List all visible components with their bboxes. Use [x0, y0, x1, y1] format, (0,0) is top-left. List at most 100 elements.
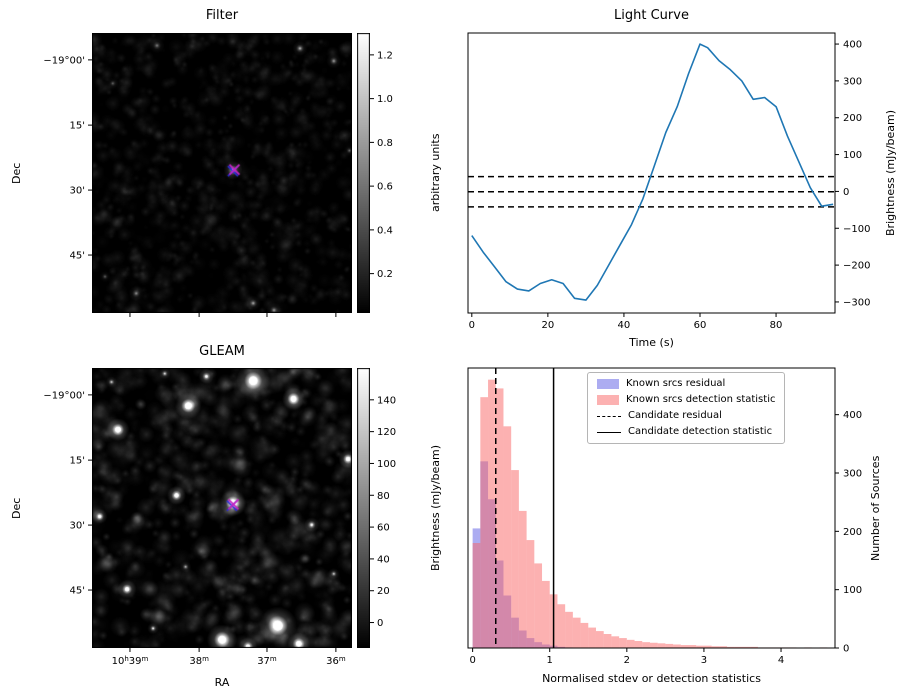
lightcurve-ytick-label: 200 — [843, 113, 862, 124]
filter-colorbar-tick-label: 1.2 — [377, 50, 393, 61]
legend-label-candidate-detstat: Candidate detection statistic — [628, 426, 773, 437]
lightcurve-ytick-label: 400 — [843, 40, 862, 51]
histogram-bar — [495, 388, 504, 648]
lightcurve-ytick-label: 100 — [843, 150, 862, 161]
histogram-bar — [703, 645, 712, 648]
gleam-xtick-label: 10h39m — [112, 655, 149, 667]
histogram-bar — [511, 617, 519, 648]
histogram-bar — [765, 647, 774, 648]
histogram-bar — [696, 645, 704, 648]
legend-swatch-known-residual — [597, 379, 619, 389]
histogram-bar — [711, 646, 720, 648]
histogram-bar — [603, 634, 612, 648]
histogram-bar — [542, 644, 550, 648]
lightcurve-frame — [467, 32, 836, 314]
gleam-ytick-label: −19°00' — [43, 390, 85, 401]
histogram-bar — [750, 646, 758, 648]
gleam-colorbar-tick-label: 60 — [377, 523, 390, 534]
histogram-bar — [673, 644, 681, 648]
filter-colorbar-tick-label: 0.6 — [377, 182, 393, 193]
histogram-bar — [549, 594, 558, 648]
histogram-ytick-label: 300 — [843, 469, 862, 480]
lightcurve-xtick-label: 40 — [618, 320, 631, 331]
histogram-bar — [557, 646, 566, 648]
histogram-bar — [642, 642, 650, 648]
histogram-bar — [665, 643, 674, 648]
lightcurve-xtick-label: 0 — [469, 320, 475, 331]
histogram-bar — [611, 636, 620, 648]
gleam-colorbar-tick-label: 80 — [377, 491, 390, 502]
filter-ytick-label: 30' — [70, 186, 85, 197]
legend-swatch-candidate-detstat — [597, 431, 621, 433]
histogram-xtick-label: 2 — [624, 655, 630, 666]
gleam-sky-image — [92, 368, 352, 648]
histogram-bar — [526, 540, 535, 648]
legend-item-candidate-detstat: Candidate detection statistic — [597, 426, 775, 438]
lightcurve-xlabel: Time (s) — [629, 336, 674, 349]
gleam-xtick-label: 38m — [189, 655, 209, 667]
histogram-bar — [734, 646, 743, 648]
gleam-ytick-label: 15' — [70, 456, 85, 467]
histogram-bar — [472, 543, 481, 648]
filter-ytick-label: −19°00' — [43, 55, 85, 66]
lightcurve-ylabel: Brightness (mJy/beam) — [884, 109, 897, 237]
gleam-colorbar-tick-label: 40 — [377, 554, 390, 565]
gleam-colorbar-label: Brightness (mJy/beam) — [429, 444, 442, 572]
histogram-bar — [488, 379, 496, 648]
histogram-bar — [557, 604, 566, 648]
histogram-bar — [588, 627, 596, 648]
histogram-ytick-label: 200 — [843, 527, 862, 538]
histogram-bar — [649, 642, 658, 648]
filter-sky-image — [92, 33, 352, 313]
lightcurve-xtick-label: 20 — [541, 320, 554, 331]
histogram-bar — [565, 611, 573, 648]
histogram-bar — [518, 630, 527, 648]
histogram-bar — [688, 645, 697, 648]
legend-swatch-candidate-residual — [597, 415, 621, 417]
gleam-xlabel: RA — [214, 676, 230, 689]
lightcurve-xtick-label: 60 — [694, 320, 707, 331]
histogram-bar — [488, 499, 496, 648]
histogram-bar — [549, 645, 558, 648]
filter-title: Filter — [205, 8, 239, 23]
lightcurve-ytick-label: 0 — [843, 187, 849, 198]
legend-item-known-residual: Known srcs residual — [597, 378, 775, 390]
histogram-bar — [503, 595, 512, 648]
histogram-bar — [804, 647, 812, 648]
gleam-colorbar-tick-label: 0 — [377, 618, 383, 629]
lightcurve-title: Light Curve — [614, 8, 689, 23]
histogram-xlabel: Normalised stdev or detection statistics — [542, 672, 761, 685]
gleam-xtick-label: 37m — [257, 655, 277, 667]
legend-label-candidate-residual: Candidate residual — [628, 410, 722, 421]
histogram-bar — [680, 645, 689, 648]
histogram-bar — [719, 646, 728, 648]
histogram-xtick-label: 4 — [778, 655, 784, 666]
gleam-colorbar-tick-label: 120 — [377, 427, 396, 438]
filter-colorbar-tick-label: 0.2 — [377, 269, 393, 280]
lightcurve-ytick-label: 300 — [843, 76, 862, 87]
histogram-bar — [819, 647, 828, 648]
gleam-ytick-label: 45' — [70, 586, 85, 597]
histogram-bar — [788, 647, 797, 648]
histogram-bar — [503, 426, 512, 648]
filter-colorbar-tick-label: 1.0 — [377, 94, 393, 105]
legend-item-candidate-residual: Candidate residual — [597, 410, 775, 422]
histogram-bar — [727, 646, 735, 648]
histogram-bar — [634, 641, 643, 648]
histogram-bar — [542, 580, 550, 648]
lightcurve-ytick-label: −200 — [843, 261, 870, 272]
lightcurve-xtick-label: 80 — [770, 320, 783, 331]
filter-colorbar-tick-label: 0.8 — [377, 138, 393, 149]
filter-ytick-label: 15' — [70, 121, 85, 132]
histogram-bar — [781, 647, 789, 648]
lightcurve-ytick-label: −300 — [843, 297, 870, 308]
histogram-bar — [534, 563, 543, 648]
gleam-title: GLEAM — [199, 344, 245, 359]
filter-colorbar-label: arbitrary units — [429, 133, 442, 213]
histogram-legend: Known srcs residual Known srcs detection… — [587, 372, 786, 444]
filter-ylabel: Dec — [10, 162, 23, 184]
gleam-ytick-label: 30' — [70, 521, 85, 532]
gleam-colorbar — [357, 368, 370, 648]
histogram-bar — [511, 470, 519, 648]
